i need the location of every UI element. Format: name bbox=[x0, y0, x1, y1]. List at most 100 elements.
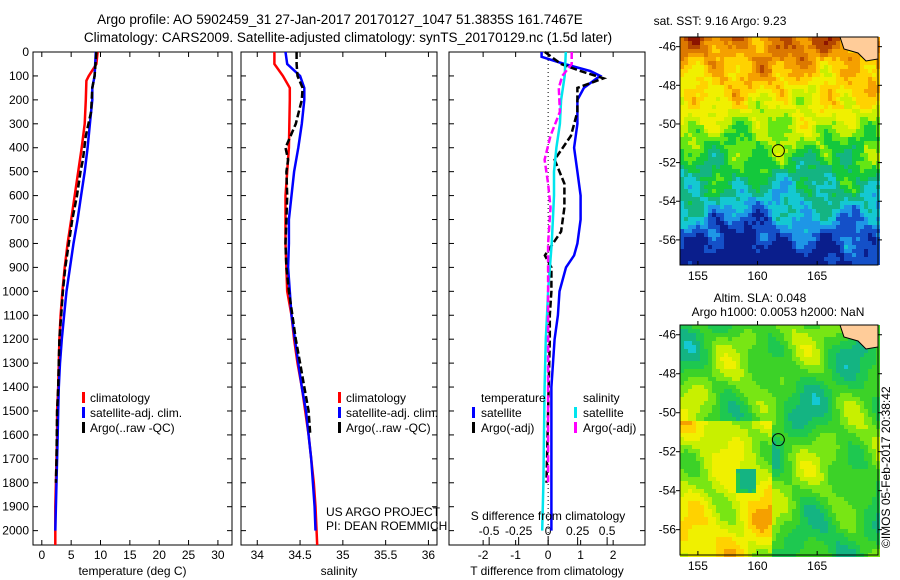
map-cell bbox=[760, 373, 764, 377]
map-cell bbox=[848, 353, 852, 357]
map-cell bbox=[712, 257, 716, 261]
map-cell bbox=[768, 405, 772, 409]
map-cell bbox=[768, 37, 772, 41]
map-cell bbox=[748, 225, 752, 229]
map-cell bbox=[744, 437, 748, 441]
map-cell bbox=[692, 445, 696, 449]
map-cell bbox=[744, 449, 748, 453]
map-cell bbox=[696, 373, 700, 377]
map-cell bbox=[784, 461, 788, 465]
map-cell bbox=[724, 129, 728, 133]
map-cell bbox=[852, 401, 856, 405]
map-cell bbox=[760, 121, 764, 125]
map-cell bbox=[756, 57, 760, 61]
map-cell bbox=[864, 89, 868, 93]
map-cell bbox=[708, 49, 712, 53]
map-cell bbox=[796, 381, 800, 385]
map-cell bbox=[704, 329, 708, 333]
map-cell bbox=[716, 169, 720, 173]
map-cell bbox=[832, 361, 836, 365]
map-cell bbox=[748, 37, 752, 41]
map-cell bbox=[744, 133, 748, 137]
map-cell bbox=[740, 125, 744, 129]
map-cell bbox=[776, 249, 780, 253]
map-cell bbox=[852, 469, 856, 473]
map-cell bbox=[784, 349, 788, 353]
map-cell bbox=[868, 113, 872, 117]
map-cell bbox=[808, 89, 812, 93]
map-cell bbox=[776, 145, 780, 149]
map-cell bbox=[776, 165, 780, 169]
map-cell bbox=[712, 41, 716, 45]
map-cell bbox=[796, 41, 800, 45]
map-cell bbox=[716, 445, 720, 449]
map-cell bbox=[780, 97, 784, 101]
map-cell bbox=[768, 325, 772, 329]
map-cell bbox=[868, 433, 872, 437]
map-cell bbox=[804, 361, 808, 365]
map-cell bbox=[752, 237, 756, 241]
map-cell bbox=[760, 197, 764, 201]
map-cell bbox=[732, 109, 736, 113]
map-cell bbox=[716, 433, 720, 437]
map-cell bbox=[788, 425, 792, 429]
map-cell bbox=[688, 197, 692, 201]
map-cell bbox=[844, 229, 848, 233]
map-cell bbox=[680, 229, 684, 233]
map-cell bbox=[848, 233, 852, 237]
map-cell bbox=[864, 77, 868, 81]
map-cell bbox=[788, 221, 792, 225]
map-cell bbox=[824, 109, 828, 113]
map-cell bbox=[748, 421, 752, 425]
map-cell bbox=[868, 117, 872, 121]
map-cell bbox=[756, 37, 760, 41]
map-cell bbox=[736, 433, 740, 437]
map-cell bbox=[872, 365, 876, 369]
map-cell bbox=[832, 153, 836, 157]
map-cell bbox=[708, 133, 712, 137]
map-cell bbox=[800, 353, 804, 357]
map-cell bbox=[772, 397, 776, 401]
map-cell bbox=[844, 237, 848, 241]
map-cell bbox=[792, 41, 796, 45]
map-cell bbox=[688, 185, 692, 189]
map-cell bbox=[752, 261, 756, 265]
map-cell bbox=[712, 173, 716, 177]
map-cell bbox=[692, 69, 696, 73]
map-cell bbox=[800, 401, 804, 405]
map-cell bbox=[844, 233, 848, 237]
map-cell bbox=[744, 341, 748, 345]
map-cell bbox=[860, 349, 864, 353]
map-cell bbox=[844, 193, 848, 197]
map-cell bbox=[716, 257, 720, 261]
map-cell bbox=[844, 201, 848, 205]
map-cell bbox=[688, 357, 692, 361]
map-cell bbox=[712, 145, 716, 149]
map-cell bbox=[824, 457, 828, 461]
map-cell bbox=[824, 329, 828, 333]
map-cell bbox=[764, 437, 768, 441]
map-cell bbox=[704, 201, 708, 205]
map-cell bbox=[828, 421, 832, 425]
map-cell bbox=[824, 377, 828, 381]
map-cell bbox=[692, 169, 696, 173]
map-cell bbox=[760, 169, 764, 173]
map-cell bbox=[852, 237, 856, 241]
map-cell bbox=[804, 253, 808, 257]
map-cell bbox=[680, 225, 684, 229]
map-cell bbox=[828, 365, 832, 369]
map-cell bbox=[756, 325, 760, 329]
map-cell bbox=[780, 129, 784, 133]
map-cell bbox=[856, 181, 860, 185]
map-cell bbox=[704, 441, 708, 445]
map-cell bbox=[868, 377, 872, 381]
map-cell bbox=[748, 177, 752, 181]
map-cell bbox=[716, 157, 720, 161]
map-cell bbox=[768, 465, 772, 469]
map-cell bbox=[872, 433, 876, 437]
map-cell bbox=[748, 141, 752, 145]
map-cell bbox=[752, 161, 756, 165]
map-cell bbox=[728, 441, 732, 445]
map-cell bbox=[712, 57, 716, 61]
map-cell bbox=[700, 425, 704, 429]
